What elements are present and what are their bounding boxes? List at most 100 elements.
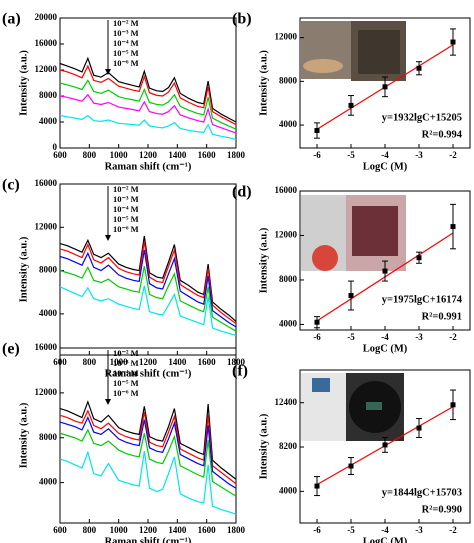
x-tick-label: -2 [449,332,457,342]
y-tick-label: 4000 [279,119,298,129]
panel-label: (c) [2,177,20,194]
spectrum-line [59,285,237,337]
data-point [416,255,422,261]
spectrum-line [59,409,237,485]
legend-entry: 10⁻⁶ M [113,58,139,68]
x-tick-label: 800 [83,357,97,367]
legend-entry: 10⁻⁵ M [113,48,139,58]
annotation: R²=0.991 [422,311,462,322]
photo-inset [301,21,406,441]
x-tick-label: -5 [347,525,355,535]
spectrum-line [59,114,237,141]
annotation: R²=0.994 [422,129,463,140]
x-tick-label: 1200 [139,357,158,367]
data-point [416,425,422,431]
legend-entry: 10⁻² M [113,348,139,358]
data-point [416,65,422,71]
x-tick-label: -3 [415,525,423,535]
spectrum-line [59,241,237,325]
x-tick-label: 600 [53,525,67,535]
panel-label: (f) [232,363,248,380]
legend-entry: 10⁻³ M [113,28,139,38]
x-tick-label: -6 [313,332,321,342]
x-tick-label: 1000 [110,150,129,160]
y-tick-label: 8000 [39,90,58,100]
x-tick-label: -2 [449,525,457,535]
spectrum-line [59,249,237,328]
y-axis-label: Intensity (a.u.) [18,236,29,302]
y-tick-label: 8200 [279,441,298,451]
y-tick-label: 8000 [39,265,58,275]
x-axis-label: LogC (M) [363,161,408,172]
annotation: y=1932lgC+15205 [382,112,462,123]
legend-entry: 10⁻⁴ M [113,368,139,378]
y-tick-label: 12000 [275,32,298,42]
x-axis-label: Raman shift (cm⁻¹) [105,536,192,543]
x-tick-label: -4 [381,525,389,535]
legend-entry: 10⁻⁵ M [113,378,139,388]
legend-arrowhead [105,69,111,75]
x-tick-label: 1800 [227,525,246,535]
x-tick-label: -5 [347,150,355,160]
y-tick-label: 20000 [35,12,58,22]
x-tick-label: 1800 [227,150,246,160]
x-tick-label: 1400 [168,525,187,535]
x-axis-label: Raman shift (cm⁻¹) [105,368,192,379]
y-tick-label: 12000 [35,64,58,74]
spectrum-line [59,450,237,515]
y-tick-label: 12000 [275,230,298,240]
x-tick-label: 1400 [168,357,187,367]
data-point [314,483,320,489]
y-axis-label: Intensity (a.u.) [258,50,269,116]
spectrum-line [59,79,237,130]
y-tick-label: 16000 [275,185,298,195]
spectrum-line [59,64,237,126]
panel-label: (e) [2,341,20,358]
legend-entry: 10⁻⁶ M [113,224,139,234]
legend-entry: 10⁻⁶ M [113,388,139,398]
panel-label: (d) [232,184,252,201]
annotation: y=1844lgC+15703 [382,487,462,498]
x-tick-label: 1200 [139,150,158,160]
legend-entry: 10⁻⁴ M [113,38,139,48]
y-tick-label: 12000 [35,387,58,397]
annotation: y=1975lgC+16174 [382,294,463,305]
y-tick-label: 4000 [39,477,58,487]
x-tick-label: -4 [381,150,389,160]
y-axis-label: Intensity (a.u.) [258,227,269,293]
panel-label: (a) [2,11,21,28]
y-tick-label: 4000 [39,308,58,318]
legend-entry: 10⁻² M [113,18,139,28]
x-tick-label: 1000 [110,525,129,535]
legend-arrowhead [105,235,111,241]
legend-entry: 10⁻² M [113,184,139,194]
y-tick-label: 16000 [35,38,58,48]
x-tick-label: 600 [53,150,67,160]
y-tick-label: 4000 [39,116,58,126]
x-tick-label: -5 [347,332,355,342]
spectrum-line [59,265,237,332]
legend-entry: 10⁻⁵ M [113,214,139,224]
x-tick-label: 800 [83,525,97,535]
data-point [348,102,354,108]
data-point [314,128,320,134]
spectrum-line [59,93,237,134]
y-tick-label: 8000 [39,432,58,442]
y-tick-label: 16000 [35,342,58,352]
x-tick-label: -3 [415,150,423,160]
y-axis-label: Intensity (a.u.) [18,402,29,468]
x-tick-label: -6 [313,150,321,160]
y-axis-label: Intensity (a.u.) [18,50,29,116]
x-tick-label: -3 [415,332,423,342]
x-tick-label: 1600 [198,525,217,535]
y-tick-label: 16000 [35,178,58,188]
x-axis-label: LogC (M) [363,536,408,543]
data-point [450,224,456,230]
y-tick-label: 8000 [279,274,298,284]
legend-entry: 10⁻³ M [113,194,139,204]
x-tick-label: 1000 [110,357,129,367]
data-point [450,402,456,408]
x-tick-label: -4 [381,332,389,342]
x-axis-label: Raman shift (cm⁻¹) [105,161,192,172]
